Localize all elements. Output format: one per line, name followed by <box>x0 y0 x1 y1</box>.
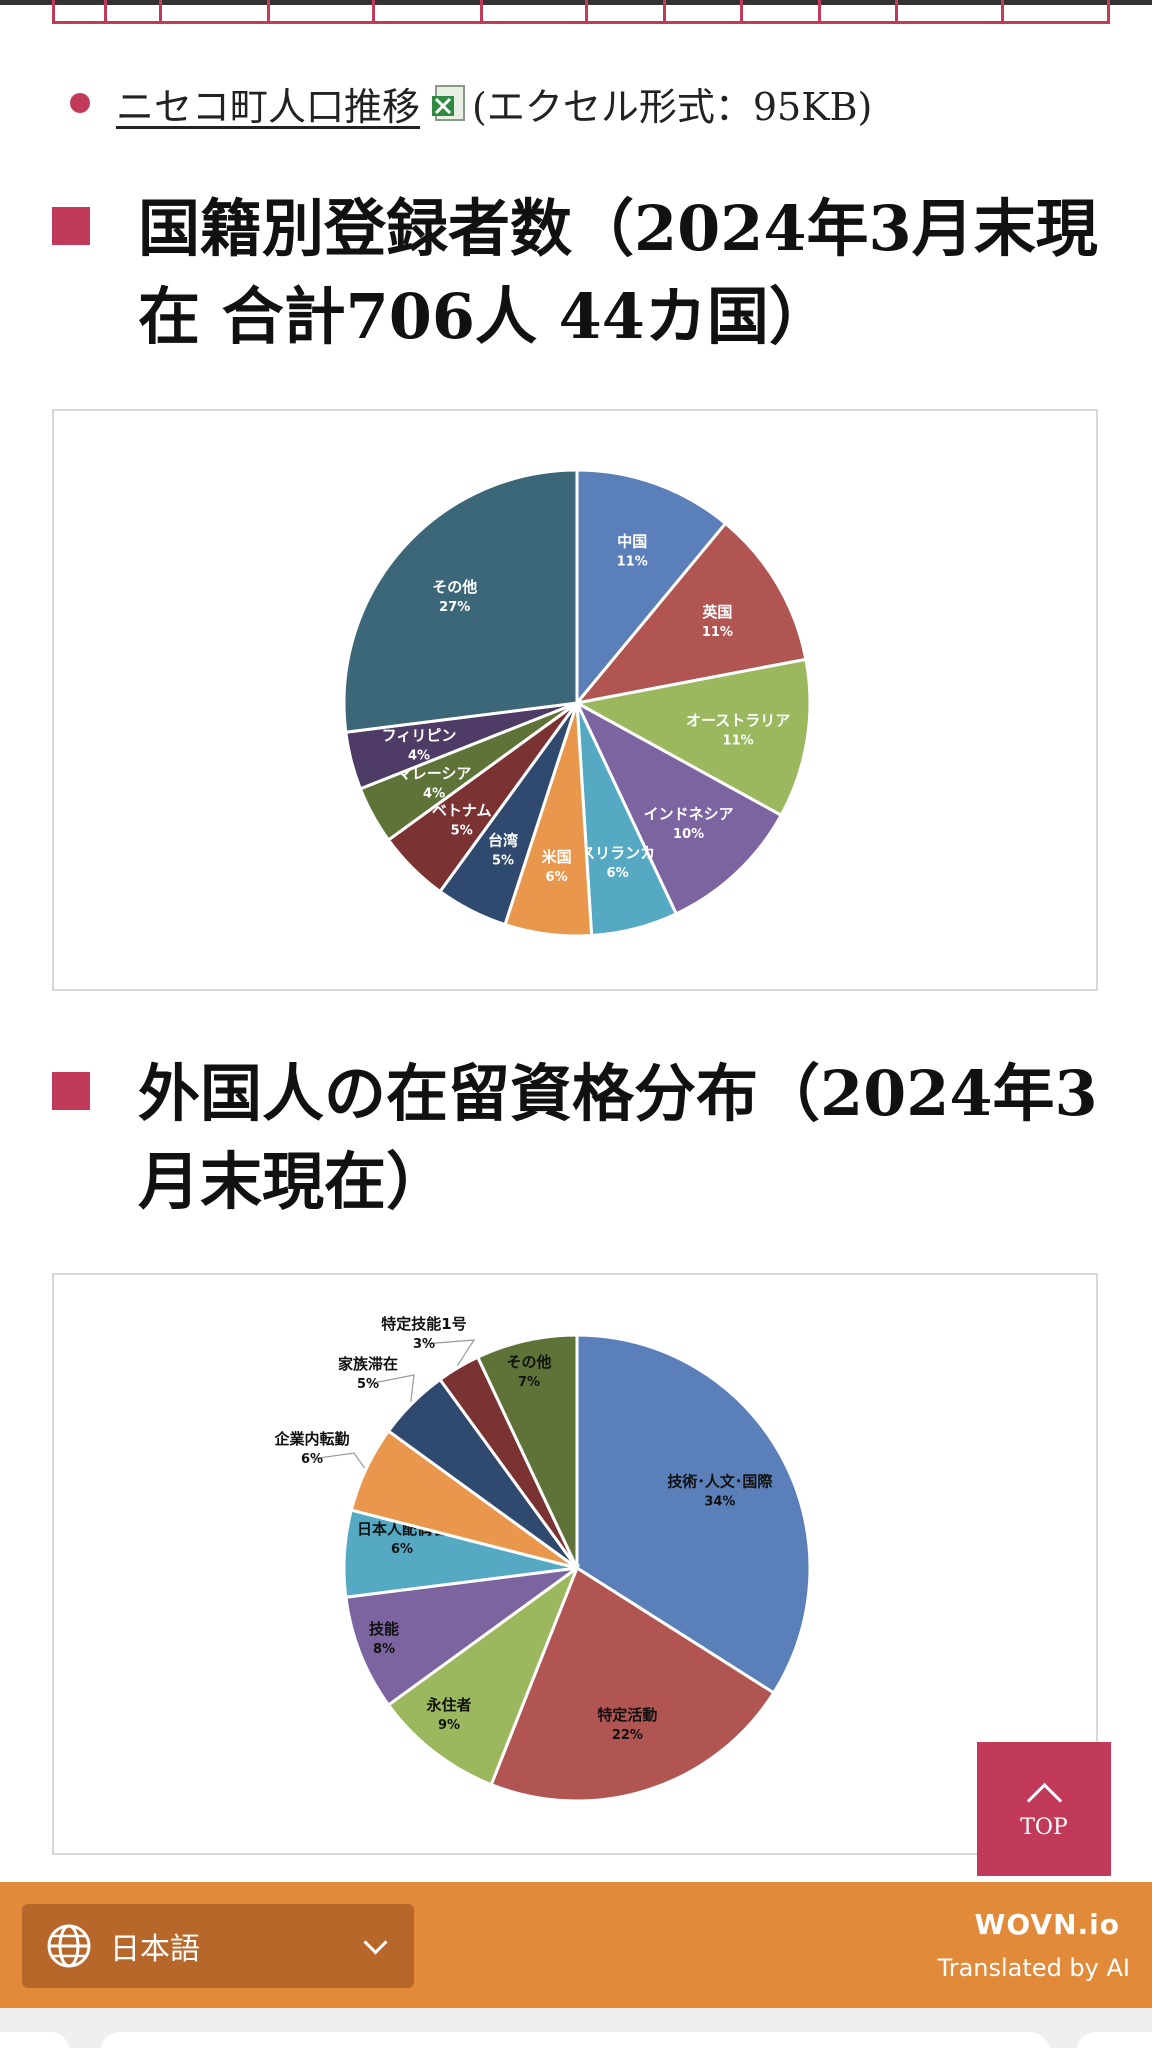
bullet-icon <box>70 93 90 113</box>
leader-line <box>311 1452 365 1469</box>
slice-value-label: 11% <box>617 555 648 570</box>
slice-value-label: 4% <box>423 787 445 802</box>
excel-format-note: (エクセル形式：95KB) <box>472 84 873 129</box>
chevron-down-icon <box>363 1930 388 1955</box>
nationality-section-heading: 国籍別登録者数（2024年3月末現在 合計706人 44カ国） <box>52 185 1118 361</box>
top-border <box>0 0 1152 5</box>
translation-bar: 日本語 WOVN.io Translated by AI <box>0 1882 1152 2008</box>
slice-value-label: 6% <box>301 1452 323 1467</box>
slice-label: 技術･人文･国際 <box>667 1472 773 1490</box>
nationality-pie-svg: 中国 11% 英国 11% オーストラリア 11% インドネシア 10% スリランカ 6% 米国 6%… <box>342 468 812 938</box>
slice-value-label: 5% <box>451 823 473 838</box>
slice-label: オーストラリア <box>686 712 790 730</box>
residence-status-pie-svg: 技術･人文･国際34%特定活動22%永住者9%技能8%日本人配偶者6%企業内転勤… <box>273 1315 812 1803</box>
translated-by-ai-text: Translated by AI <box>937 1954 1130 1982</box>
pie-slice <box>386 1563 581 1787</box>
nationality-heading-title: 国籍別登録者数（2024年3月末現在 合計706人 44カ国） <box>138 192 1098 353</box>
slice-label: 英国 <box>702 603 732 621</box>
pie-slice <box>489 1565 776 1803</box>
pie-slice <box>572 657 812 818</box>
pie-slice <box>575 468 728 708</box>
pie-slice <box>344 1566 578 1708</box>
heading-marker-icon <box>52 207 90 245</box>
slice-value-label: 11% <box>702 625 733 640</box>
slice-label: 企業内転勤 <box>273 1430 349 1448</box>
excel-file-icon <box>432 85 466 121</box>
slice-value-label: 9% <box>438 1718 460 1733</box>
slice-label: その他 <box>432 578 477 596</box>
slice-label: 特定活動 <box>597 1706 657 1724</box>
slice-label: 台湾 <box>488 831 518 849</box>
slice-label: 特定技能1号 <box>381 1315 466 1333</box>
heading-marker-icon <box>52 1072 90 1110</box>
slice-value-label: 8% <box>373 1642 395 1657</box>
browser-tab-pill[interactable] <box>0 2032 70 2072</box>
slice-value-label: 6% <box>546 870 568 885</box>
browser-tab-pill[interactable] <box>100 2032 1050 2072</box>
residence-status-section-heading: 外国人の在留資格分布（2024年3月末現在） <box>52 1050 1118 1226</box>
slice-value-label: 34% <box>704 1494 735 1509</box>
pie-slice <box>573 699 784 916</box>
slice-value-label: 22% <box>612 1728 643 1743</box>
slice-value-label: 7% <box>518 1375 540 1390</box>
pie-slice <box>475 1333 579 1569</box>
slice-label: 技能 <box>369 1620 399 1638</box>
browser-bottom-strip <box>0 2008 1152 2072</box>
leader-line <box>367 1374 415 1402</box>
slice-value-label: 5% <box>492 853 514 868</box>
slice-value-label: 4% <box>408 749 430 764</box>
slice-label: フィリピン <box>382 727 457 745</box>
wovn-logo[interactable]: WOVN.io <box>974 1908 1120 1941</box>
slice-value-label: 6% <box>391 1542 413 1557</box>
pie-slice <box>573 521 808 706</box>
slice-label: 米国 <box>542 848 572 866</box>
top-button-label: TOP <box>1020 1815 1068 1840</box>
slice-label: 永住者 <box>425 1696 471 1714</box>
slice-label: ベトナム <box>432 801 492 819</box>
excel-download-item: ニセコ町人口推移 (エクセル形式：95KB) <box>70 78 873 129</box>
slice-label: スリランカ <box>580 844 655 862</box>
slice-label: マレーシア <box>397 765 472 783</box>
selected-language: 日本語 <box>110 1932 200 1967</box>
slice-value-label: 6% <box>607 866 629 881</box>
globe-icon <box>47 1924 91 1968</box>
nationality-chart: 中国 11% 英国 11% オーストラリア 11% インドネシア 10% スリランカ 6% 米国 6%… <box>52 409 1098 991</box>
back-to-top-button[interactable]: TOP <box>977 1742 1111 1876</box>
slice-label: 中国 <box>617 533 647 551</box>
slice-value-label: 10% <box>673 827 704 842</box>
population-excel-link[interactable]: ニセコ町人口推移 <box>116 84 421 129</box>
browser-tab-pill[interactable] <box>1076 2032 1152 2072</box>
slice-value-label: 5% <box>357 1377 379 1392</box>
slice-label: 家族滞在 <box>338 1355 398 1373</box>
pie-slice <box>342 468 579 734</box>
leader-line <box>423 1339 476 1367</box>
chevron-up-icon <box>1026 1782 1062 1819</box>
residence-status-heading-title: 外国人の在留資格分布（2024年3月末現在） <box>138 1057 1098 1218</box>
slice-value-label: 27% <box>439 600 470 615</box>
slice-label: インドネシア <box>644 805 734 823</box>
residence-status-chart: 技術･人文･国際 34% 特定活動 22% 永住者 9% 技能 8% 日本人配偶者 6% 企業内転勤… <box>52 1273 1098 1855</box>
population-table-bottom <box>52 0 1110 24</box>
slice-value-label: 3% <box>413 1337 435 1352</box>
slice-value-label: 11% <box>723 734 754 749</box>
slice-label: その他 <box>506 1353 551 1371</box>
language-selector[interactable]: 日本語 <box>22 1904 414 1988</box>
